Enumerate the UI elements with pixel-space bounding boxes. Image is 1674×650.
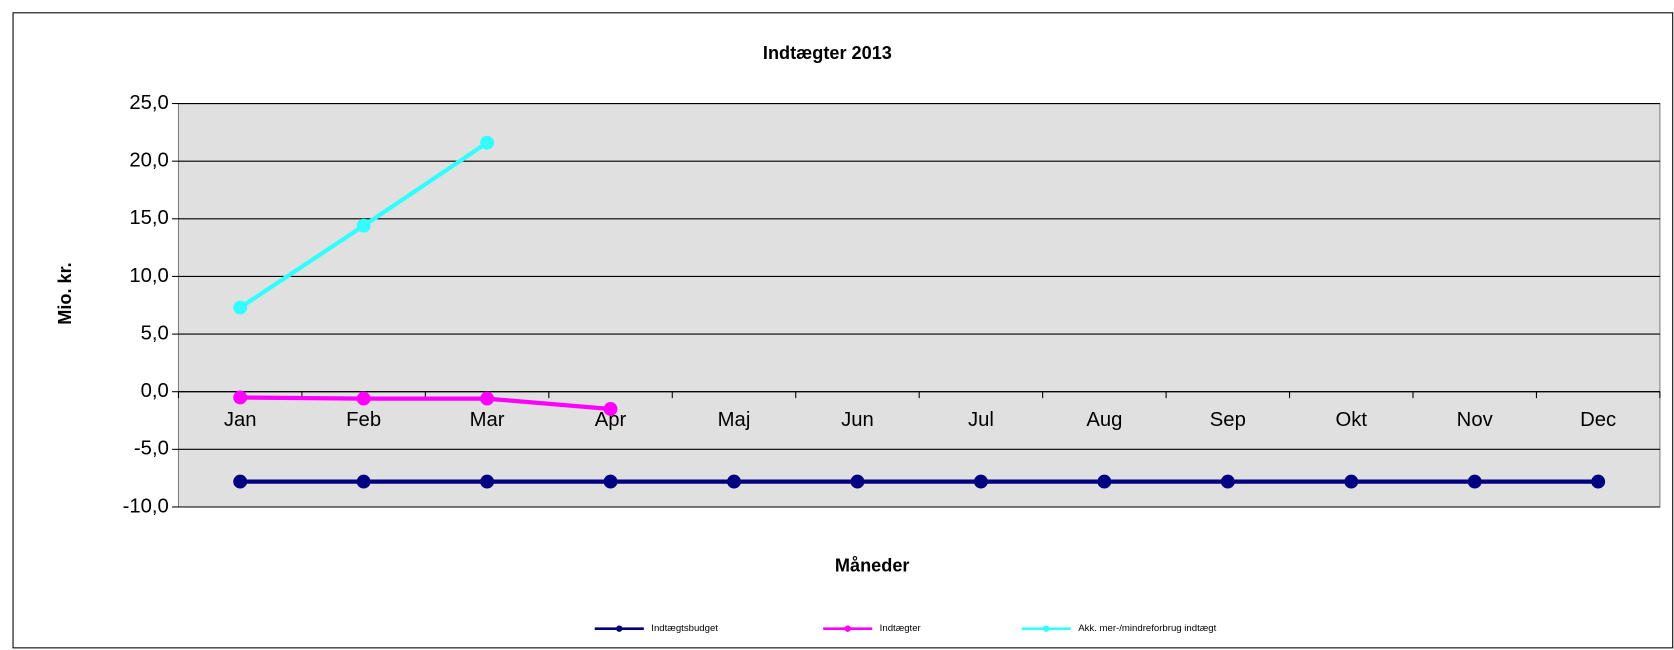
- x-tick-label: Jan: [224, 409, 257, 431]
- y-tick-label: 0,0: [141, 380, 169, 402]
- x-tick-label: Nov: [1457, 409, 1494, 431]
- y-tick-label: -5,0: [134, 438, 169, 460]
- data-point: [1591, 474, 1606, 489]
- y-tick-label: 10,0: [129, 265, 168, 287]
- chart-title: Indtægter 2013: [763, 43, 892, 63]
- data-point: [1344, 474, 1359, 489]
- y-tick-label: 25,0: [129, 92, 168, 114]
- data-point: [973, 474, 988, 489]
- x-tick-label: Jul: [968, 409, 994, 431]
- x-tick-label: Jun: [841, 409, 874, 431]
- x-tick-label: Maj: [718, 409, 751, 431]
- data-point: [480, 135, 495, 150]
- data-point: [480, 474, 495, 489]
- x-tick-label: Dec: [1580, 409, 1616, 431]
- data-point: [356, 218, 371, 233]
- data-point: [603, 402, 618, 416]
- legend-marker: [1042, 625, 1050, 632]
- y-tick-label: 15,0: [129, 207, 168, 229]
- x-tick-label: Okt: [1336, 409, 1368, 431]
- legend-marker: [616, 625, 623, 632]
- x-tick-label: Apr: [595, 409, 627, 431]
- legend-label: Indtægtsbudget: [651, 623, 718, 634]
- x-tick-label: Aug: [1086, 409, 1122, 431]
- data-point: [480, 391, 495, 406]
- plot-area: [177, 102, 1661, 508]
- data-point: [1220, 474, 1235, 489]
- x-axis-label: Måneder: [835, 556, 910, 576]
- data-point: [356, 391, 371, 406]
- data-point: [1467, 474, 1482, 489]
- legend-marker: [844, 625, 851, 632]
- y-axis-label: Mio. kr.: [55, 262, 75, 324]
- y-tick-label: 20,0: [129, 150, 168, 172]
- x-tick-label: Mar: [470, 409, 505, 431]
- series-line: [240, 395, 611, 412]
- legend-label: Akk. mer-/mindreforbrug indtægt: [1078, 623, 1216, 634]
- data-point: [356, 474, 371, 489]
- data-point: [850, 474, 865, 489]
- data-point: [233, 300, 248, 315]
- y-tick-label: -10,0: [123, 495, 169, 517]
- x-tick-label: Sep: [1210, 409, 1246, 431]
- data-point: [727, 474, 741, 489]
- data-point: [603, 474, 618, 489]
- y-tick-label: 5,0: [141, 322, 169, 344]
- data-point: [233, 390, 248, 405]
- legend-label: Indtægter: [880, 623, 922, 634]
- x-tick-label: Feb: [346, 409, 381, 431]
- data-point: [233, 474, 248, 489]
- data-point: [1097, 474, 1112, 489]
